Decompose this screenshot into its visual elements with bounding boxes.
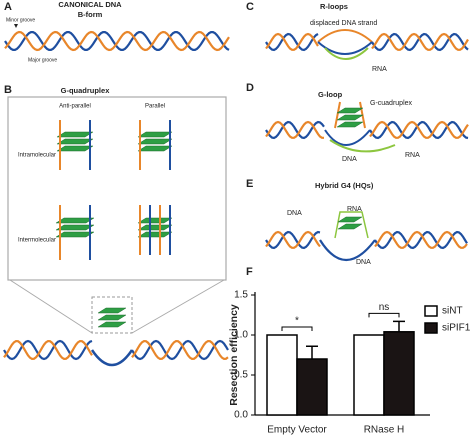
dna-strand <box>371 32 469 52</box>
label: DNA <box>356 259 371 266</box>
g-quartet <box>336 121 364 128</box>
dna-strand <box>265 120 324 139</box>
strand <box>317 29 373 43</box>
label: Major groove <box>28 57 57 63</box>
strand <box>317 41 373 55</box>
y-tick-label: 0.0 <box>234 410 248 421</box>
dna-strand <box>369 120 469 139</box>
significance-bracket <box>368 312 400 318</box>
rna <box>334 211 369 239</box>
g-quartet <box>55 217 95 224</box>
significance: ns <box>379 302 390 313</box>
zoom-box <box>91 296 133 334</box>
panel-subtitle: B-form <box>78 10 103 19</box>
legend-label: siPIF1 <box>442 323 471 334</box>
dna-strand <box>265 230 321 250</box>
g-quartet <box>336 114 364 121</box>
arrow <box>14 24 18 28</box>
g-quartet <box>137 138 173 145</box>
g-quartet <box>137 131 173 138</box>
label: displaced DNA strand <box>310 20 377 27</box>
g-quartet <box>97 314 127 321</box>
bar <box>353 334 385 416</box>
dna-strand <box>90 349 134 367</box>
g-quartet <box>97 321 127 328</box>
dna-strand <box>265 120 325 140</box>
panel-title: G-loop <box>318 90 343 99</box>
dna-strand <box>371 32 469 51</box>
y-tick-label: 0.5 <box>234 370 248 381</box>
g-quartet <box>137 231 173 238</box>
panel-label: A <box>4 1 12 13</box>
g-quartet <box>56 138 94 145</box>
label: Minor groove <box>6 17 35 23</box>
g-quartet <box>336 107 364 114</box>
dna-strand <box>265 32 319 51</box>
label: RNA <box>405 152 420 159</box>
strand <box>324 129 371 146</box>
x-tick-label: Empty Vector <box>267 425 327 436</box>
label: Parallel <box>145 104 165 110</box>
g-quartet <box>137 224 173 231</box>
rna <box>324 47 369 60</box>
dna-strand <box>131 339 229 361</box>
y-axis-label: Resection efficiency <box>228 304 240 406</box>
dna-strand <box>131 339 229 361</box>
dna-strand <box>374 230 468 249</box>
g-quartet <box>56 131 94 138</box>
legend-label: siNT <box>442 306 463 317</box>
g-quartet <box>337 216 363 223</box>
label: Intermolecular <box>18 238 56 244</box>
strand <box>319 239 376 262</box>
panel-label: F <box>246 266 253 278</box>
g-quartet <box>55 224 95 231</box>
panel-title: G-quadruplex <box>61 86 111 95</box>
label: Intramolecular <box>18 153 56 159</box>
dna-strand <box>3 339 93 361</box>
label: DNA <box>287 210 302 217</box>
panel-label: C <box>246 1 254 13</box>
dna-strand <box>265 32 319 52</box>
rna <box>329 139 396 153</box>
panel-title: Hybrid G4 (HQs) <box>315 181 374 190</box>
label: RNA <box>372 66 387 73</box>
label: RNA <box>347 206 362 213</box>
bar <box>296 358 328 416</box>
bar <box>383 331 415 416</box>
label: DNA <box>342 156 357 163</box>
dna-strand <box>265 230 321 249</box>
g-quartet <box>137 217 173 224</box>
frame <box>7 96 227 281</box>
g-quartet <box>55 231 95 238</box>
bar <box>266 334 298 416</box>
dna-strand <box>369 120 469 140</box>
panel-title: R-loops <box>320 2 348 11</box>
panel-label: D <box>246 82 254 94</box>
panel-label: B <box>4 84 12 96</box>
dna-strand <box>4 31 230 51</box>
x-tick-label: RNase H <box>364 425 405 436</box>
g-quartet <box>56 145 94 152</box>
g-quartet <box>97 307 127 314</box>
label: G-cuadruplex <box>370 100 413 107</box>
y-tick-label: 1.0 <box>234 330 248 341</box>
legend-swatch <box>424 305 438 317</box>
g-quartet <box>137 145 173 152</box>
panel-label: E <box>246 178 253 190</box>
g-quartet <box>337 223 363 230</box>
dna-strand <box>3 339 93 361</box>
panel-title: CANONICAL DNA <box>58 0 122 9</box>
zoom-line <box>9 279 225 334</box>
significance-bracket <box>281 326 313 331</box>
significance: * <box>295 316 299 327</box>
label: Anti-parallel <box>59 104 91 110</box>
legend-swatch <box>424 322 438 334</box>
y-tick-label: 1.5 <box>234 290 248 301</box>
dna-strand <box>4 30 230 52</box>
